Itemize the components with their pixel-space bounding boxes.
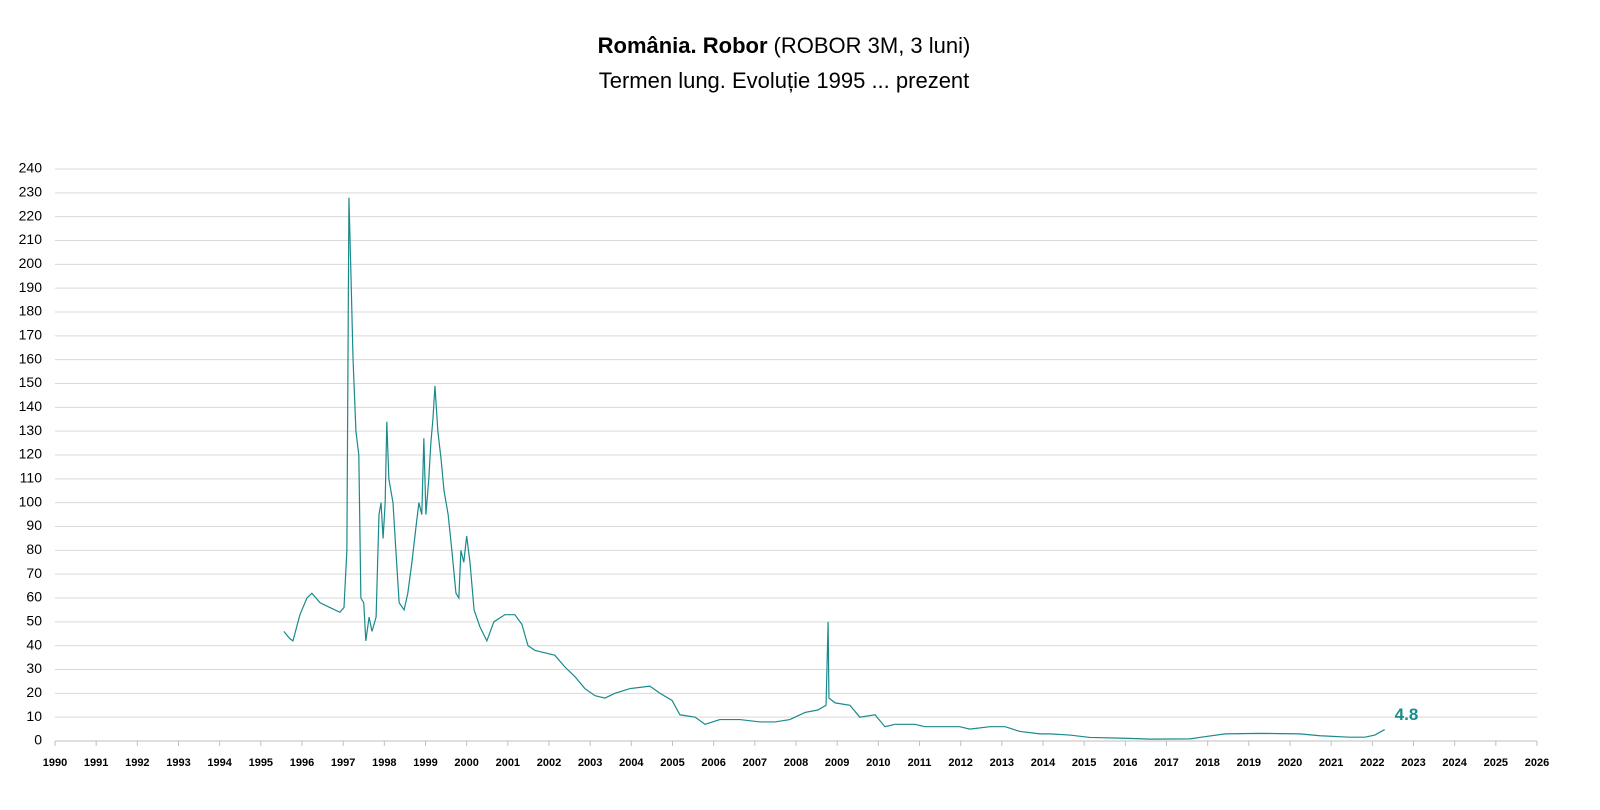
x-tick-label: 2020 (1278, 757, 1302, 769)
y-tick-label: 40 (26, 636, 42, 652)
x-tick-label: 2026 (1525, 757, 1549, 769)
y-tick-label: 130 (19, 422, 43, 438)
x-tick-label: 1992 (125, 757, 149, 769)
x-tick-label: 1996 (290, 757, 314, 769)
title-main: România. Robor (598, 33, 768, 58)
y-tick-label: 100 (19, 493, 43, 509)
y-tick-label: 60 (26, 589, 42, 605)
x-tick-label: 2003 (578, 757, 602, 769)
x-tick-label: 2001 (496, 757, 520, 769)
x-tick-label: 2011 (908, 757, 932, 769)
y-tick-label: 30 (26, 660, 42, 676)
x-tick-label: 2008 (784, 757, 808, 769)
x-tick-label: 2009 (825, 757, 849, 769)
y-tick-label: 140 (19, 398, 43, 414)
x-tick-label: 1995 (249, 757, 273, 769)
x-tick-label: 2007 (743, 757, 767, 769)
y-tick-label: 20 (26, 684, 42, 700)
x-tick-label: 2016 (1113, 757, 1137, 769)
y-tick-label: 120 (19, 446, 43, 462)
x-tick-label: 2013 (990, 757, 1014, 769)
chart-title: România. Robor (ROBOR 3M, 3 luni) (598, 33, 971, 58)
x-tick-label: 2017 (1154, 757, 1178, 769)
x-tick-label: 2021 (1319, 757, 1343, 769)
x-tick-label: 2005 (660, 757, 684, 769)
y-tick-label: 160 (19, 350, 43, 366)
chart-subtitle: Termen lung. Evoluție 1995 ... prezent (599, 68, 970, 93)
y-tick-label: 50 (26, 613, 42, 629)
y-tick-label: 80 (26, 541, 42, 557)
y-tick-label: 230 (19, 184, 43, 200)
x-tick-label: 2018 (1195, 757, 1219, 769)
y-tick-label: 200 (19, 255, 43, 271)
y-tick-label: 0 (34, 732, 42, 748)
y-tick-label: 190 (19, 279, 43, 295)
last-value-label: 4.8 (1395, 705, 1419, 724)
x-tick-label: 1994 (207, 757, 232, 769)
x-tick-label: 2002 (537, 757, 561, 769)
x-tick-label: 2010 (866, 757, 890, 769)
y-tick-label: 210 (19, 231, 43, 247)
x-tick-label: 1991 (84, 757, 108, 769)
data-line (283, 197, 1385, 740)
x-tick-label: 1997 (331, 757, 355, 769)
x-tick-label: 2022 (1360, 757, 1384, 769)
x-tick-label: 2014 (1031, 757, 1056, 769)
x-tick-label: 1999 (413, 757, 437, 769)
x-tick-label: 1993 (166, 757, 190, 769)
x-tick-label: 1998 (372, 757, 396, 769)
x-tick-label: 2024 (1442, 757, 1467, 769)
x-tick-label: 2023 (1401, 757, 1425, 769)
y-tick-label: 110 (20, 470, 43, 486)
y-tick-label: 220 (19, 207, 43, 223)
y-tick-label: 180 (19, 303, 43, 319)
y-tick-label: 90 (26, 517, 42, 533)
x-tick-label: 2019 (1237, 757, 1261, 769)
x-tick-label: 1990 (43, 757, 67, 769)
x-tick-label: 2004 (619, 757, 644, 769)
x-tick-label: 2025 (1484, 757, 1508, 769)
y-tick-label: 10 (26, 708, 42, 724)
title-detail: (ROBOR 3M, 3 luni) (774, 33, 971, 58)
x-tick-label: 2000 (454, 757, 478, 769)
x-tick-label: 2006 (701, 757, 725, 769)
y-tick-label: 240 (19, 160, 43, 176)
y-tick-label: 150 (19, 374, 43, 390)
y-tick-label: 170 (19, 327, 43, 343)
x-tick-label: 2012 (948, 757, 972, 769)
y-tick-label: 70 (26, 565, 42, 581)
x-tick-label: 2015 (1072, 757, 1096, 769)
